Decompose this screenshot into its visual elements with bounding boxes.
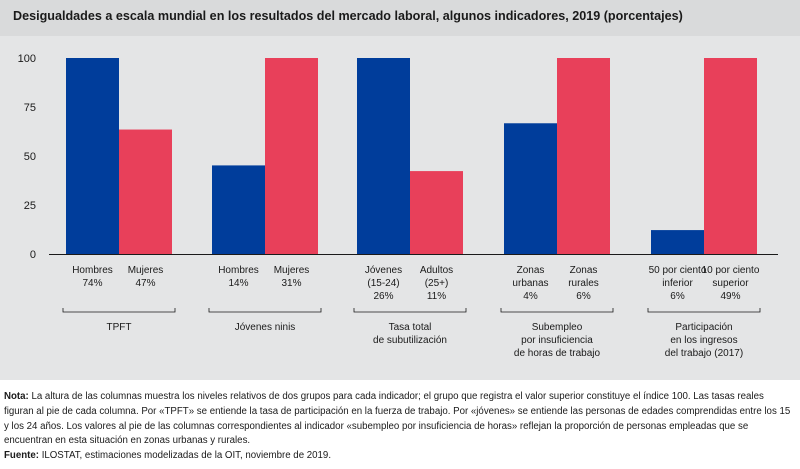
group-label: del trabajo (2017)	[665, 348, 743, 359]
category-label: Adultos	[420, 265, 453, 276]
group-label: Participación	[675, 322, 732, 333]
category-label: 50 por ciento	[649, 265, 707, 276]
category-label: 26%	[373, 291, 393, 302]
bar-chart: 0 25 50 75 100 Hombres 74% Mujeres 47% TPFT Hombre…	[18, 53, 778, 359]
category-label: 4%	[523, 291, 538, 302]
note-text: La altura de las columnas muestra los ni…	[4, 391, 791, 447]
category-label: Zonas	[570, 265, 598, 276]
category-label: 6%	[576, 291, 591, 302]
bar	[357, 58, 410, 254]
source-paragraph: Fuente: ILOSTAT, estimaciones modelizada…	[4, 449, 794, 464]
group-label: en los ingresos	[670, 335, 737, 346]
group-label: por insuficiencia	[521, 335, 593, 346]
category-label: 49%	[720, 291, 740, 302]
y-tick-label: 25	[24, 200, 36, 212]
bar	[410, 171, 463, 254]
group-bracket	[208, 308, 322, 313]
category-label: rurales	[568, 278, 599, 289]
category-label: Mujeres	[274, 265, 310, 276]
group-bracket	[62, 308, 176, 313]
bar	[651, 230, 704, 254]
category-label: (15-24)	[367, 278, 399, 289]
category-label: 47%	[135, 278, 155, 289]
group-bracket	[500, 308, 614, 313]
y-tick-label: 0	[30, 249, 36, 261]
category-label: 11%	[427, 291, 446, 302]
group-label: de horas de trabajo	[514, 348, 601, 359]
chart-panel: 0 25 50 75 100 Hombres 74% Mujeres 47% TPFT Hombre…	[0, 36, 800, 380]
group-bracket	[647, 308, 761, 313]
group-label: Jóvenes ninis	[235, 322, 296, 333]
bar	[119, 129, 172, 254]
category-label: inferior	[662, 278, 693, 289]
source-label: Fuente:	[4, 450, 39, 462]
chart-notes: Nota: La altura de las columnas muestra …	[0, 380, 800, 469]
category-label: 31%	[281, 278, 301, 289]
category-label: 74%	[82, 278, 102, 289]
y-tick-label: 75	[24, 102, 36, 114]
group-label: Subempleo	[532, 322, 583, 333]
y-tick-label: 100	[18, 53, 36, 65]
bar	[212, 165, 265, 254]
group-label: Tasa total	[389, 322, 432, 333]
category-label: 14%	[228, 278, 248, 289]
group-label: de subutilización	[373, 335, 447, 346]
category-label: Mujeres	[128, 265, 164, 276]
y-tick-label: 50	[24, 151, 36, 163]
bar	[557, 58, 610, 254]
bar	[504, 123, 557, 254]
category-label: superior	[712, 278, 749, 289]
note-paragraph: Nota: La altura de las columnas muestra …	[4, 390, 794, 449]
category-label: 6%	[670, 291, 685, 302]
bar	[66, 58, 119, 254]
category-label: Zonas	[517, 265, 545, 276]
group-label: TPFT	[107, 322, 132, 333]
group-bracket	[353, 308, 467, 313]
category-label: 10 por ciento	[702, 265, 760, 276]
category-label: Hombres	[72, 265, 113, 276]
note-label: Nota:	[4, 391, 29, 402]
source-text: ILOSTAT, estimaciones modelizadas de la …	[41, 450, 332, 462]
category-label: Hombres	[218, 265, 259, 276]
bar	[265, 58, 318, 254]
chart-title: Desigualdades a escala mundial en los re…	[0, 0, 800, 36]
bar	[704, 58, 757, 254]
category-label: Jóvenes	[365, 265, 402, 276]
category-label: (25+)	[425, 278, 449, 289]
category-label: urbanas	[512, 278, 548, 289]
